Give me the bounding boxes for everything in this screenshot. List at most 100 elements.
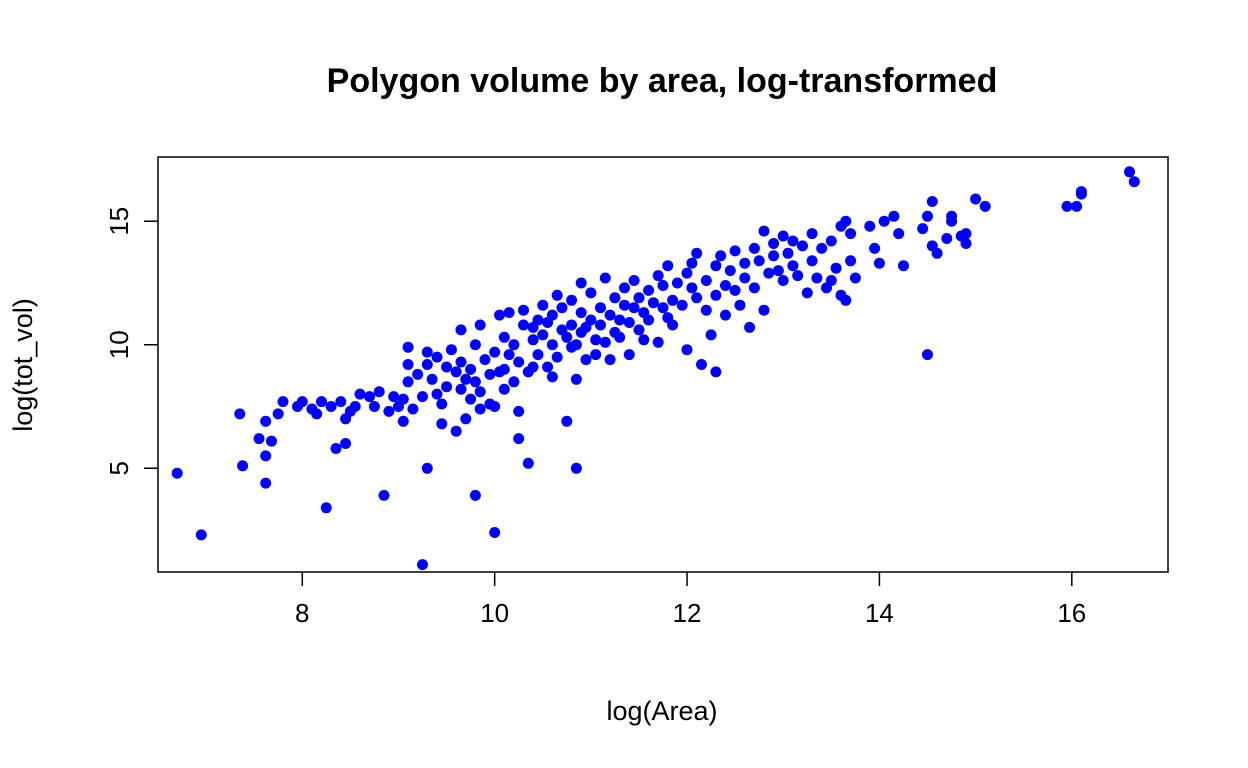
data-point (585, 287, 597, 299)
data-point (368, 401, 380, 412)
data-point (455, 383, 467, 395)
data-point (922, 210, 933, 222)
data-point (494, 309, 505, 321)
data-point (489, 527, 501, 538)
data-point (546, 371, 558, 383)
data-point (542, 361, 554, 373)
data-point (585, 314, 597, 326)
data-point (840, 215, 852, 227)
x-tick-label: 14 (865, 598, 894, 628)
data-point (922, 349, 933, 361)
data-point (696, 359, 707, 370)
data-point (441, 381, 453, 393)
data-point (787, 235, 799, 247)
data-point (566, 319, 578, 331)
data-point (378, 489, 390, 501)
data-point (647, 297, 659, 309)
data-point (931, 247, 943, 259)
x-tick-label: 8 (295, 598, 309, 628)
data-point (724, 265, 736, 277)
data-point (873, 257, 885, 269)
data-point (652, 270, 664, 282)
data-point (710, 366, 722, 378)
data-point (643, 314, 655, 326)
data-point (503, 349, 515, 361)
data-point (590, 334, 602, 346)
data-point (551, 351, 563, 363)
data-point (960, 228, 972, 240)
data-point (436, 398, 448, 410)
data-point (441, 361, 453, 373)
data-point (1128, 176, 1140, 188)
data-point (489, 401, 501, 412)
data-point (474, 403, 486, 415)
data-point (402, 376, 414, 388)
data-point (508, 339, 520, 351)
data-point (1071, 200, 1083, 212)
data-point (623, 317, 635, 328)
data-point (705, 329, 717, 341)
data-point (513, 433, 525, 445)
data-point (681, 267, 693, 279)
data-point (638, 334, 650, 346)
y-axis: 5 10 15 (104, 207, 158, 475)
x-tick-label: 10 (480, 598, 509, 628)
data-point (450, 366, 462, 378)
data-point (806, 255, 818, 267)
data-point (1061, 200, 1073, 212)
x-tick-label: 16 (1057, 598, 1086, 628)
data-point (436, 418, 448, 430)
data-point (604, 309, 616, 321)
data-point (455, 324, 467, 336)
data-point (460, 413, 472, 425)
data-point (748, 282, 760, 294)
data-point (498, 331, 510, 343)
data-point (460, 373, 472, 385)
data-point (777, 230, 789, 242)
data-point (960, 238, 972, 249)
data-point (700, 304, 712, 316)
data-point (878, 215, 890, 227)
data-point (816, 242, 828, 254)
data-point (845, 255, 857, 267)
data-point (397, 393, 409, 405)
data-point (508, 376, 520, 388)
data-point (388, 391, 400, 403)
data-point (561, 331, 573, 343)
data-point (546, 309, 558, 321)
data-point (354, 388, 366, 400)
data-point (825, 235, 837, 247)
data-point (643, 284, 655, 296)
data-point (667, 294, 679, 306)
data-point (917, 223, 929, 235)
data-point (686, 282, 698, 294)
data-point (527, 361, 539, 373)
data-point (397, 415, 409, 427)
data-point (758, 304, 770, 316)
data-point (402, 341, 414, 353)
data-point (763, 267, 775, 279)
data-point (628, 275, 640, 286)
data-point (864, 220, 876, 232)
data-point (667, 319, 679, 331)
data-point (320, 502, 332, 514)
data-point (739, 272, 751, 284)
data-point (469, 376, 481, 388)
data-point (570, 373, 582, 385)
data-points (171, 166, 1140, 571)
data-point (946, 210, 958, 222)
data-point (340, 438, 352, 449)
data-point (417, 559, 428, 571)
data-point (739, 257, 751, 269)
data-point (518, 319, 529, 331)
chart-title: Polygon volume by area, log-transformed (327, 62, 998, 100)
data-point (787, 260, 799, 272)
data-point (715, 250, 727, 262)
data-point (575, 307, 587, 319)
data-point (421, 462, 433, 474)
data-point (768, 238, 780, 249)
data-point (445, 344, 457, 356)
data-point (840, 294, 852, 306)
data-point (720, 280, 731, 291)
data-point (431, 351, 443, 363)
